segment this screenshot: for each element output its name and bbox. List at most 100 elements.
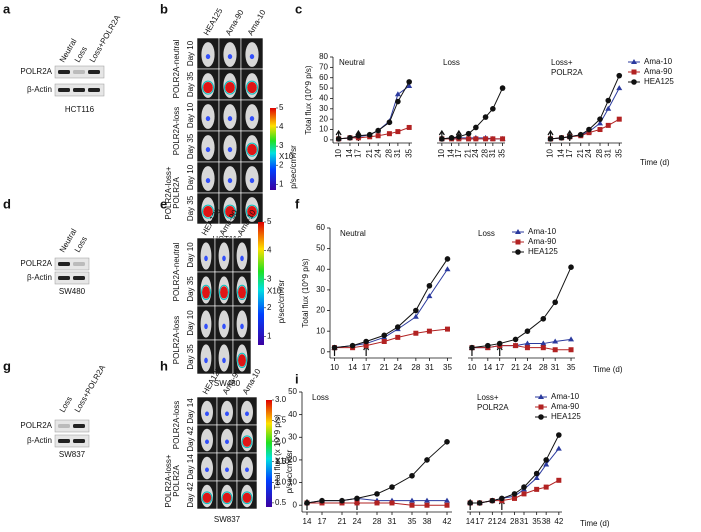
data-point	[439, 136, 445, 142]
day-label: Day 35	[186, 195, 195, 221]
data-point	[412, 313, 419, 319]
data-point	[489, 497, 496, 504]
colorbar-tick-label: 5	[267, 217, 272, 226]
legend-label: Ama-90	[551, 402, 580, 411]
signal	[247, 144, 257, 156]
y-tick-label: 0	[321, 347, 326, 356]
x-tick-label: 21	[380, 363, 389, 372]
signal	[205, 116, 211, 122]
x-tick-label: 38	[423, 517, 432, 526]
data-point	[426, 282, 433, 289]
x-tick-label: 21	[576, 148, 585, 157]
data-point	[413, 330, 419, 336]
day-label: Day 10	[186, 242, 195, 268]
data-point	[347, 135, 353, 141]
day-label: Day 35	[186, 344, 195, 370]
x-tick-label: 24	[373, 148, 382, 157]
data-point	[533, 470, 540, 477]
x-tick-label: 35	[567, 363, 576, 372]
x-tick-label: 28	[411, 363, 420, 372]
data-point	[473, 124, 479, 131]
signal	[203, 82, 213, 94]
y-tick-label: 40	[316, 264, 325, 273]
band	[58, 439, 70, 443]
band	[73, 262, 85, 266]
y-tick-label: 20	[316, 306, 325, 315]
signal-rim	[237, 284, 247, 301]
band	[73, 70, 85, 74]
day-label: Day 10	[186, 102, 195, 128]
data-point	[616, 72, 623, 79]
cell-line: SW480	[59, 287, 86, 296]
day-label: Day 10	[186, 310, 195, 336]
data-point	[386, 131, 392, 137]
data-point	[444, 256, 451, 262]
data-point	[490, 106, 496, 112]
x-tick-label: 31	[393, 148, 402, 157]
signal	[222, 323, 226, 330]
legend-label: Ama-90	[528, 237, 557, 246]
data-point	[349, 342, 356, 349]
colorbar-tick-label: 1	[279, 179, 284, 188]
blot-frame	[54, 257, 90, 271]
signal	[205, 467, 209, 473]
day-label: Day 35	[186, 71, 195, 97]
legend-marker	[515, 229, 521, 234]
legend-marker	[538, 404, 544, 410]
y-tick-label: 60	[319, 73, 328, 82]
day-label: Day 14	[186, 398, 195, 424]
signal-rim	[237, 352, 247, 369]
data-point	[426, 328, 432, 334]
data-point	[473, 136, 479, 142]
x-tick-label: 31	[520, 517, 529, 526]
signal	[242, 492, 252, 503]
signal-rim	[202, 80, 214, 95]
y-tick-label: 30	[319, 104, 328, 113]
cell-line: HCT116	[65, 105, 95, 114]
signal	[204, 323, 208, 330]
data-point	[513, 343, 519, 349]
band	[88, 70, 100, 74]
data-point	[552, 338, 559, 344]
series-line	[334, 258, 448, 349]
panel-label: d	[3, 196, 11, 211]
x-tick-label: 42	[443, 517, 452, 526]
data-point	[424, 497, 430, 503]
band	[73, 439, 85, 443]
data-point	[586, 130, 592, 136]
subplot-title: Neutral	[340, 229, 366, 238]
signal	[240, 255, 244, 262]
x-tick-label: 38	[542, 517, 551, 526]
x-tick-label: 35	[404, 148, 413, 157]
data-point	[552, 347, 558, 353]
colorbar-tick-label: 5	[279, 103, 284, 112]
series-line	[441, 87, 504, 140]
signal	[249, 54, 255, 60]
data-point	[558, 135, 565, 141]
series-line	[471, 267, 572, 349]
panel-label: g	[3, 358, 11, 373]
signal	[225, 82, 235, 94]
colorbar-tick-label: 2	[267, 303, 272, 312]
legend-marker	[631, 79, 637, 85]
data-point	[552, 299, 558, 306]
day-label: Day 14	[186, 454, 195, 480]
data-point	[406, 83, 413, 89]
data-point	[406, 79, 412, 85]
y-tick-label: 40	[319, 94, 328, 103]
signal	[205, 439, 209, 445]
x-tick-label: 10	[546, 148, 555, 157]
colorbar-tick-label: 2	[279, 160, 284, 169]
data-point	[616, 116, 622, 122]
protein-label: POLR2A	[20, 259, 52, 268]
column-header: HEA125	[202, 6, 225, 37]
signal-rim	[241, 491, 253, 505]
legend-label: HEA125	[644, 77, 674, 86]
panel-label: i	[295, 371, 299, 386]
legend-label: Ama-10	[644, 57, 673, 66]
colorbar-tick-label: 3	[279, 141, 284, 150]
x-tick-label: 31	[388, 517, 397, 526]
signal	[247, 206, 257, 218]
signal	[238, 354, 246, 367]
data-point	[389, 500, 395, 506]
